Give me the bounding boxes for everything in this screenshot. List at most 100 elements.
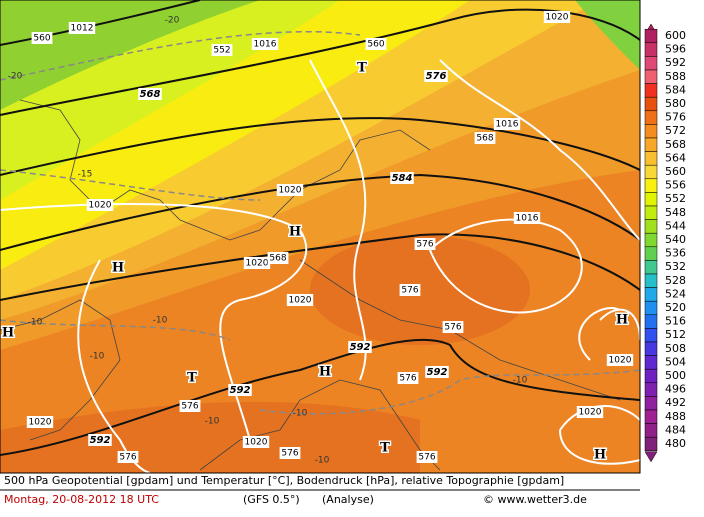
temperature-contours — [0, 30, 641, 415]
contour-label: 576 — [281, 449, 298, 459]
legend-label: 512 — [665, 328, 686, 341]
legend-label: 500 — [665, 369, 686, 382]
contour-label: 1020 — [279, 186, 302, 196]
legend-label: 484 — [665, 423, 686, 436]
legend-swatch — [644, 409, 658, 424]
contour-label: 1020 — [89, 201, 112, 211]
footer-run: (Analyse) — [322, 493, 374, 506]
label-background — [243, 257, 271, 269]
legend-label: 524 — [665, 287, 686, 300]
contour-label: 560 — [367, 40, 384, 50]
contour-label: -10 — [315, 456, 330, 466]
contour-label: 576 — [401, 286, 418, 296]
label-background — [276, 184, 304, 196]
label-background — [399, 284, 421, 296]
legend-swatch — [644, 423, 658, 438]
contour-label: -10 — [90, 352, 105, 362]
contour-label: 1016 — [254, 40, 277, 50]
legend-swatch — [644, 96, 658, 112]
contour-label: 1020 — [245, 438, 268, 448]
contour-label: 592 — [427, 367, 448, 378]
contour-label: 1020 — [546, 13, 569, 23]
legend-label: 580 — [665, 97, 686, 110]
legend-swatch — [644, 260, 658, 275]
contour-label: -10 — [28, 318, 43, 328]
contour-label: -10 — [513, 376, 528, 386]
legend-swatch — [644, 328, 658, 343]
legend-label: 588 — [665, 70, 686, 83]
contour-label: 1020 — [579, 408, 602, 418]
contour-label: 576 — [444, 323, 461, 333]
label-background — [397, 372, 419, 384]
contour-label: 568 — [140, 89, 161, 100]
contour-label: 576 — [399, 374, 416, 384]
pressure-contours — [0, 59, 641, 474]
contour-label: -10 — [293, 409, 308, 419]
legend-swatch — [644, 436, 658, 452]
border — [299, 259, 621, 401]
contour-label: 592 — [230, 385, 251, 396]
label-background — [179, 400, 201, 412]
legend-label: 492 — [665, 396, 686, 409]
label-background — [416, 451, 438, 463]
legend-label: 536 — [665, 247, 686, 260]
contour-label: 1016 — [496, 120, 519, 130]
contour-label: 1020 — [289, 296, 312, 306]
legend-label: 488 — [665, 410, 686, 423]
legend-label: 564 — [665, 151, 686, 164]
legend-swatch — [644, 192, 658, 207]
pressure-center: H — [2, 326, 14, 341]
legend-label: 596 — [665, 43, 686, 56]
label-background — [414, 238, 436, 250]
legend-label: 584 — [665, 83, 686, 96]
legend-label: 548 — [665, 206, 686, 219]
label-background — [279, 447, 301, 459]
legend-label: 560 — [665, 165, 686, 178]
legend-swatch — [644, 124, 658, 139]
contour-label: 568 — [269, 254, 286, 264]
pressure-center: T — [380, 441, 390, 456]
legend-swatch — [644, 341, 658, 356]
label-background — [576, 406, 604, 418]
legend-swatch — [644, 232, 658, 248]
contour-label: 592 — [350, 342, 371, 353]
footer-model: (GFS 0.5°) — [243, 493, 300, 506]
coastline — [0, 299, 121, 441]
legend-label: 600 — [665, 29, 686, 42]
contour-label: 576 — [418, 453, 435, 463]
label-background — [606, 354, 634, 366]
footer-description: 500 hPa Geopotential [gpdam] und Tempera… — [4, 474, 564, 487]
legend-swatch — [644, 396, 658, 411]
label-background — [390, 172, 414, 184]
contour-label: 576 — [416, 240, 433, 250]
legend-label: 556 — [665, 179, 686, 192]
label-background — [286, 294, 314, 306]
pressure-center: H — [289, 225, 301, 240]
legend-label: 504 — [665, 355, 686, 368]
label-background — [251, 38, 279, 50]
legend-swatch — [644, 287, 658, 302]
label-background — [228, 384, 252, 396]
label-background — [242, 436, 270, 448]
label-background — [68, 22, 96, 34]
legend-swatch — [644, 137, 658, 152]
legend-swatch — [644, 219, 658, 234]
label-background — [88, 434, 112, 446]
legend-arrow-bottom — [644, 451, 658, 463]
map-area: 5601012-2010165525601020T576-20568101656… — [0, 0, 641, 474]
legend-swatch — [644, 83, 658, 98]
contour-label: 552 — [213, 46, 230, 56]
legend-label: 592 — [665, 56, 686, 69]
label-background — [493, 118, 521, 130]
pressure-center: H — [616, 313, 628, 328]
legend-label: 552 — [665, 192, 686, 205]
label-background — [543, 11, 571, 23]
map-frame — [0, 0, 641, 474]
label-background — [424, 70, 448, 82]
label-background — [474, 132, 496, 144]
legend-label: 480 — [665, 437, 686, 450]
legend-label: 516 — [665, 315, 686, 328]
legend-swatch — [644, 246, 658, 261]
legend-label: 568 — [665, 138, 686, 151]
contour-label: 1012 — [71, 24, 94, 34]
